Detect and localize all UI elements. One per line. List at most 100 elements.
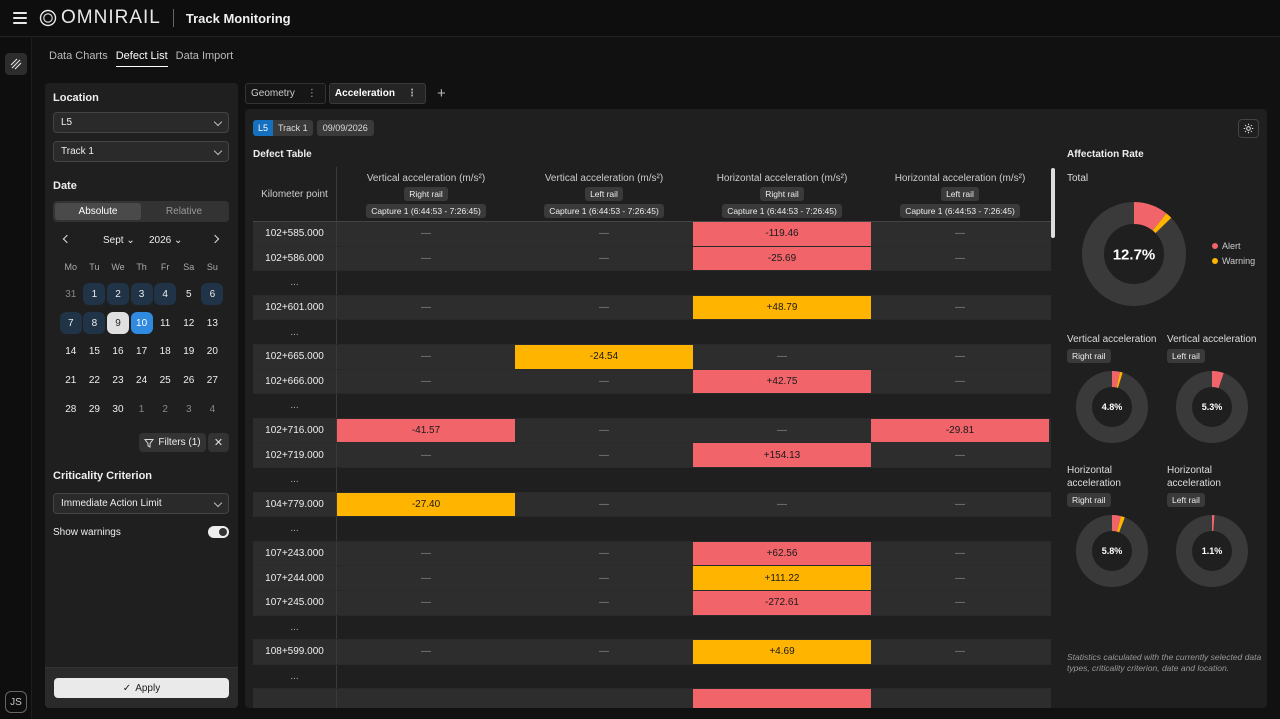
calendar-day[interactable]: 15 bbox=[83, 338, 107, 367]
calendar-day[interactable]: 31 bbox=[59, 280, 83, 309]
value-cell[interactable]: — bbox=[599, 646, 609, 658]
criticality-criterion-select[interactable]: Immediate Action Limit bbox=[53, 493, 229, 514]
calendar-day[interactable]: 26 bbox=[177, 366, 201, 395]
calendar-day[interactable]: 18 bbox=[153, 338, 177, 367]
value-cell[interactable]: — bbox=[777, 425, 787, 437]
calendar-day[interactable]: 11 bbox=[153, 309, 177, 338]
calendar-day[interactable]: 27 bbox=[201, 366, 225, 395]
clear-filters-button[interactable]: ✕ bbox=[208, 433, 229, 452]
apply-button[interactable]: ✓ Apply bbox=[54, 678, 229, 698]
value-cell[interactable]: — bbox=[421, 228, 431, 240]
table-row[interactable]: 102+716.000 -41.57 — — -29.81 bbox=[253, 418, 1051, 444]
value-cell[interactable]: +154.13 bbox=[693, 443, 871, 467]
table-row[interactable]: 102+666.000 — — +42.75 — bbox=[253, 369, 1051, 395]
settings-button[interactable] bbox=[1238, 119, 1259, 138]
menu-icon[interactable] bbox=[13, 12, 27, 24]
value-cell[interactable] bbox=[871, 689, 1049, 708]
value-cell[interactable]: — bbox=[599, 252, 609, 264]
table-row[interactable]: 107+243.000 — — +62.56 — bbox=[253, 541, 1051, 567]
calendar-day[interactable]: 1 bbox=[83, 280, 107, 309]
location-select[interactable]: L5 bbox=[53, 112, 229, 133]
value-cell[interactable]: — bbox=[599, 498, 609, 510]
value-cell[interactable]: -27.40 bbox=[337, 492, 515, 517]
value-cell[interactable]: -29.81 bbox=[871, 418, 1049, 443]
value-cell[interactable] bbox=[337, 689, 515, 708]
calendar-day[interactable]: 29 bbox=[83, 395, 107, 424]
value-cell[interactable]: — bbox=[599, 425, 609, 437]
value-cell[interactable]: — bbox=[421, 351, 431, 363]
value-cell[interactable]: -25.69 bbox=[693, 246, 871, 271]
calendar-day[interactable]: 28 bbox=[59, 395, 83, 424]
value-cell[interactable]: -272.61 bbox=[693, 590, 871, 615]
calendar-month-select[interactable]: Sept ⌄ bbox=[103, 235, 135, 246]
calendar-day[interactable]: 19 bbox=[177, 338, 201, 367]
value-cell[interactable]: — bbox=[599, 302, 609, 314]
table-row[interactable]: 107+245.000 — — -272.61 — bbox=[253, 590, 1051, 616]
table-row[interactable]: 102+586.000 — — -25.69 — bbox=[253, 246, 1051, 272]
value-cell[interactable]: — bbox=[777, 351, 787, 363]
tab-data-charts[interactable]: Data Charts bbox=[49, 50, 108, 62]
value-cell[interactable]: — bbox=[599, 228, 609, 240]
value-cell[interactable]: — bbox=[599, 548, 609, 560]
calendar-day[interactable]: 3 bbox=[130, 280, 154, 309]
table-row[interactable]: 104+779.000 -27.40 — — — bbox=[253, 492, 1051, 518]
calendar-day[interactable]: 10 bbox=[130, 309, 154, 338]
calendar-day[interactable]: 20 bbox=[201, 338, 225, 367]
value-cell[interactable]: — bbox=[955, 302, 965, 314]
calendar-day[interactable]: 4 bbox=[201, 395, 225, 424]
calendar-day[interactable]: 14 bbox=[59, 338, 83, 367]
add-tab-icon[interactable]: + bbox=[436, 85, 446, 102]
value-cell[interactable]: — bbox=[421, 302, 431, 314]
calendar-day[interactable]: 21 bbox=[59, 366, 83, 395]
value-cell[interactable]: — bbox=[955, 228, 965, 240]
calendar-day[interactable]: 1 bbox=[130, 395, 154, 424]
table-row[interactable]: 102+601.000 — — +48.79 — bbox=[253, 295, 1051, 321]
value-cell[interactable]: +4.69 bbox=[693, 640, 871, 664]
calendar-day[interactable]: 7 bbox=[59, 309, 83, 338]
avatar[interactable]: JS bbox=[5, 691, 27, 713]
tab-data-import[interactable]: Data Import bbox=[175, 50, 234, 62]
calendar-day[interactable]: 5 bbox=[177, 280, 201, 309]
column-header-km[interactable]: Kilometer point bbox=[253, 167, 337, 221]
value-cell[interactable]: — bbox=[421, 548, 431, 560]
chevron-left-icon[interactable] bbox=[62, 234, 72, 244]
value-cell[interactable]: +48.79 bbox=[693, 295, 871, 320]
table-scrollbar[interactable] bbox=[1051, 168, 1055, 238]
value-cell[interactable]: +62.56 bbox=[693, 541, 871, 566]
value-cell[interactable] bbox=[693, 689, 871, 708]
table-row[interactable]: 102+585.000 — — -119.46 — bbox=[253, 222, 1051, 247]
column-header[interactable]: Horizontal acceleration (m/s²) Left rail C… bbox=[871, 167, 1049, 221]
table-row[interactable] bbox=[253, 689, 1051, 708]
value-cell[interactable]: — bbox=[955, 597, 965, 609]
calendar-day[interactable]: 2 bbox=[106, 280, 130, 309]
column-header[interactable]: Vertical acceleration (m/s²) Left rail Cap… bbox=[515, 167, 693, 221]
value-cell[interactable]: — bbox=[955, 498, 965, 510]
value-cell[interactable]: — bbox=[421, 572, 431, 584]
value-cell[interactable]: — bbox=[955, 449, 965, 461]
calendar-day[interactable]: 9 bbox=[106, 309, 130, 338]
tab-defect-list[interactable]: Defect List bbox=[115, 50, 168, 67]
value-cell[interactable]: — bbox=[955, 646, 965, 658]
table-row[interactable]: 102+665.000 — -24.54 — — bbox=[253, 344, 1051, 370]
value-cell[interactable]: — bbox=[421, 252, 431, 264]
view-tab-geometry[interactable]: Geometry ⋮ bbox=[245, 83, 326, 104]
rail-track-button[interactable] bbox=[5, 53, 27, 75]
calendar-day[interactable]: 12 bbox=[177, 309, 201, 338]
calendar-day[interactable]: 23 bbox=[106, 366, 130, 395]
table-row[interactable]: 108+599.000 — — +4.69 — bbox=[253, 640, 1051, 665]
value-cell[interactable]: — bbox=[421, 449, 431, 461]
filters-button[interactable]: Filters (1) bbox=[139, 433, 206, 452]
value-cell[interactable]: — bbox=[599, 597, 609, 609]
value-cell[interactable]: -119.46 bbox=[693, 222, 871, 246]
value-cell[interactable] bbox=[515, 689, 693, 708]
calendar-year-select[interactable]: 2026 ⌄ bbox=[149, 235, 183, 246]
calendar-day[interactable]: 2 bbox=[153, 395, 177, 424]
value-cell[interactable]: +111.22 bbox=[693, 566, 871, 590]
value-cell[interactable]: +42.75 bbox=[693, 369, 871, 394]
chevron-right-icon[interactable] bbox=[210, 234, 220, 244]
value-cell[interactable]: — bbox=[955, 572, 965, 584]
value-cell[interactable]: — bbox=[421, 597, 431, 609]
value-cell[interactable]: — bbox=[599, 572, 609, 584]
value-cell[interactable]: -24.54 bbox=[515, 344, 693, 369]
track-select[interactable]: Track 1 bbox=[53, 141, 229, 162]
